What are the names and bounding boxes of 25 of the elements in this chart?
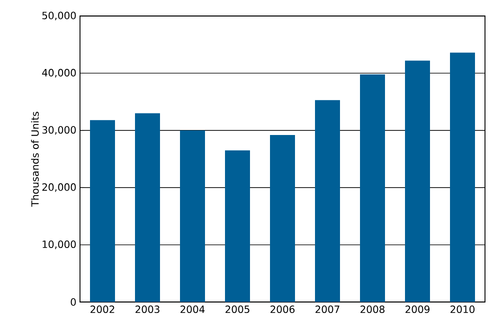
bar — [404, 60, 430, 302]
bar — [224, 150, 250, 302]
y-axis-title: Thousands of Units — [31, 112, 39, 207]
y-tick-label: 50,000 — [42, 12, 76, 20]
bar — [450, 52, 475, 302]
x-tick-label: 2002 — [90, 306, 114, 314]
x-tick-label: 2004 — [180, 306, 205, 314]
y-tick-label: 0 — [70, 298, 76, 306]
x-tick-label: 2005 — [226, 306, 250, 314]
y-tick-label: 10,000 — [42, 240, 76, 250]
x-tick-label: 2003 — [136, 306, 160, 314]
x-tick-label: 2009 — [406, 306, 430, 314]
bar — [270, 134, 295, 302]
bar — [90, 120, 115, 302]
bar — [180, 130, 205, 302]
x-tick-label: 2010 — [450, 306, 475, 314]
bar — [134, 113, 160, 302]
x-tick-label: 2006 — [270, 306, 295, 314]
y-tick-label: 40,000 — [42, 68, 76, 78]
y-tick-label: 30,000 — [42, 126, 76, 135]
bar — [360, 74, 385, 302]
x-tick-label: 2008 — [360, 306, 384, 314]
y-tick-label: 20,000 — [42, 183, 76, 192]
x-tick-label: 2007 — [316, 306, 340, 314]
bar — [314, 100, 340, 302]
